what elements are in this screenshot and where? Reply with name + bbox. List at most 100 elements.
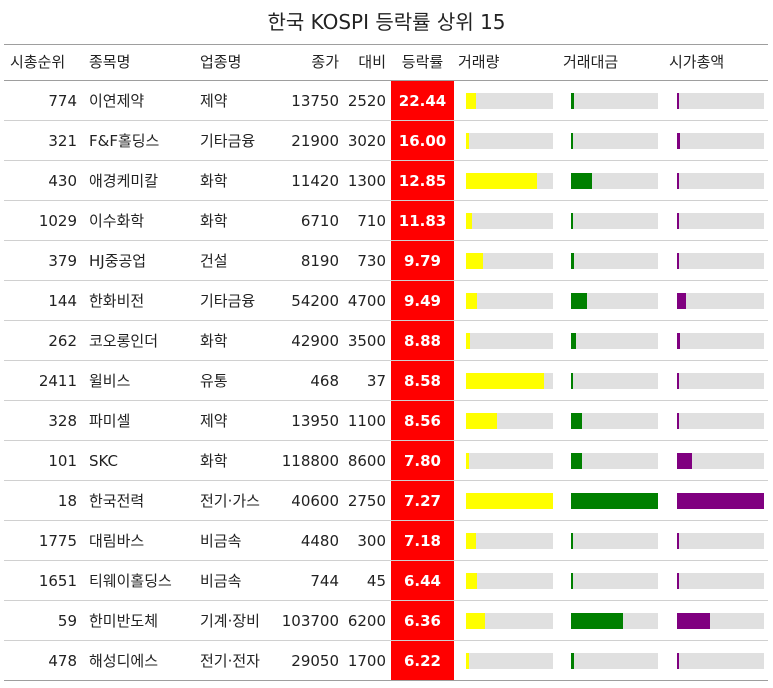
bottom-rule: [4, 680, 768, 681]
rank-cell: 1029: [38, 212, 77, 230]
name-cell: 해성디에스: [89, 652, 159, 670]
rate-cell: 9.49: [403, 292, 441, 310]
mcap-bar-track: [677, 173, 764, 189]
row-separator: [4, 520, 768, 521]
volume-bar: [466, 493, 553, 509]
change-cell: 37: [366, 372, 386, 390]
sector-cell: 제약: [200, 412, 228, 430]
mcap-bar: [677, 173, 679, 189]
mcap-bar: [677, 533, 679, 549]
sector-cell: 기계·장비: [200, 612, 260, 630]
row-separator: [4, 440, 768, 441]
value-bar: [571, 493, 658, 509]
rate-cell: 6.36: [403, 612, 441, 630]
change-cell: 3500: [347, 332, 386, 350]
mcap-bar-track: [677, 253, 764, 269]
volume-bar: [466, 653, 469, 669]
close-cell: 13950: [291, 412, 339, 430]
mcap-bar-track: [677, 333, 764, 349]
value-bar: [571, 373, 573, 389]
name-cell: F&F홀딩스: [89, 132, 160, 150]
volume-bar-track: [466, 573, 553, 589]
volume-bar: [466, 613, 485, 629]
volume-bar-track: [466, 533, 553, 549]
volume-bar: [466, 253, 483, 269]
close-cell: 54200: [291, 292, 339, 310]
rate-cell: 6.44: [403, 572, 441, 590]
header-change: 대비: [358, 53, 386, 71]
row-separator: [4, 600, 768, 601]
header-volume: 거래량: [458, 53, 500, 71]
mcap-bar-track: [677, 573, 764, 589]
mcap-bar: [677, 573, 679, 589]
header-mcap: 시가총액: [669, 53, 725, 71]
volume-bar: [466, 453, 469, 469]
row-separator: [4, 360, 768, 361]
close-cell: 21900: [291, 132, 339, 150]
table-row: 321 F&F홀딩스 기타금융 21900 3020 16.00: [0, 121, 773, 161]
rank-cell: 1651: [38, 572, 77, 590]
sector-cell: 비금속: [200, 532, 242, 550]
rate-cell: 11.83: [398, 212, 447, 230]
table-row: 430 애경케미칼 화학 11420 1300 12.85: [0, 161, 773, 201]
change-cell: 45: [366, 572, 386, 590]
table-row: 774 이연제약 제약 13750 2520 22.44: [0, 81, 773, 121]
mcap-bar-track: [677, 93, 764, 109]
table-title: 한국 KOSPI 등락률 상위 15: [267, 10, 506, 34]
close-cell: 103700: [281, 612, 339, 630]
name-cell: 티웨이홀딩스: [89, 572, 172, 590]
value-bar: [571, 213, 573, 229]
mcap-bar: [677, 93, 679, 109]
change-cell: 730: [357, 252, 386, 270]
row-separator: [4, 160, 768, 161]
mcap-bar: [677, 493, 764, 509]
header-sector: 업종명: [200, 53, 242, 71]
name-cell: 코오롱인더: [89, 332, 159, 350]
sector-cell: 유통: [200, 372, 228, 390]
rank-cell: 101: [48, 452, 77, 470]
value-bar-track: [571, 173, 658, 189]
mcap-bar-track: [677, 373, 764, 389]
value-bar: [571, 253, 574, 269]
volume-bar-track: [466, 253, 553, 269]
change-cell: 1100: [347, 412, 386, 430]
value-bar: [571, 133, 573, 149]
header-name: 종목명: [89, 53, 131, 71]
sector-cell: 화학: [200, 172, 228, 190]
rate-cell: 22.44: [398, 92, 447, 110]
rank-cell: 478: [48, 652, 77, 670]
rank-cell: 774: [48, 92, 77, 110]
value-bar-track: [571, 93, 658, 109]
rank-cell: 59: [57, 612, 77, 630]
close-cell: 11420: [291, 172, 339, 190]
value-bar-track: [571, 213, 658, 229]
close-cell: 6710: [300, 212, 339, 230]
value-bar-track: [571, 653, 658, 669]
volume-bar-track: [466, 453, 553, 469]
table-row: 101 SKC 화학 118800 8600 7.80: [0, 441, 773, 481]
volume-bar-track: [466, 213, 553, 229]
rate-cell: 7.80: [403, 452, 441, 470]
value-bar: [571, 173, 592, 189]
name-cell: 한미반도체: [89, 612, 159, 630]
rate-column-highlight: [391, 81, 454, 681]
name-cell: 이연제약: [89, 92, 145, 110]
sector-cell: 전기·가스: [200, 492, 260, 510]
sector-cell: 화학: [200, 212, 228, 230]
table-row: 59 한미반도체 기계·장비 103700 6200 6.36: [0, 601, 773, 641]
volume-bar-track: [466, 173, 553, 189]
table-row: 262 코오롱인더 화학 42900 3500 8.88: [0, 321, 773, 361]
sector-cell: 화학: [200, 332, 228, 350]
rank-cell: 144: [48, 292, 77, 310]
close-cell: 40600: [291, 492, 339, 510]
sector-cell: 제약: [200, 92, 228, 110]
value-bar-track: [571, 333, 658, 349]
value-bar: [571, 93, 574, 109]
mcap-bar-track: [677, 613, 764, 629]
table-row: 478 해성디에스 전기·전자 29050 1700 6.22: [0, 641, 773, 681]
close-cell: 42900: [291, 332, 339, 350]
table-row: 2411 윌비스 유통 468 37 8.58: [0, 361, 773, 401]
mcap-bar-track: [677, 213, 764, 229]
rate-cell: 7.27: [403, 492, 441, 510]
volume-bar-track: [466, 133, 553, 149]
